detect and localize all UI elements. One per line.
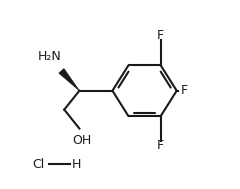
- Polygon shape: [59, 69, 79, 91]
- Text: Cl: Cl: [33, 158, 45, 171]
- Text: H: H: [72, 158, 81, 171]
- Text: F: F: [180, 84, 188, 97]
- Text: OH: OH: [72, 134, 92, 147]
- Text: H₂N: H₂N: [38, 50, 62, 63]
- Text: F: F: [157, 139, 164, 152]
- Text: F: F: [157, 29, 164, 42]
